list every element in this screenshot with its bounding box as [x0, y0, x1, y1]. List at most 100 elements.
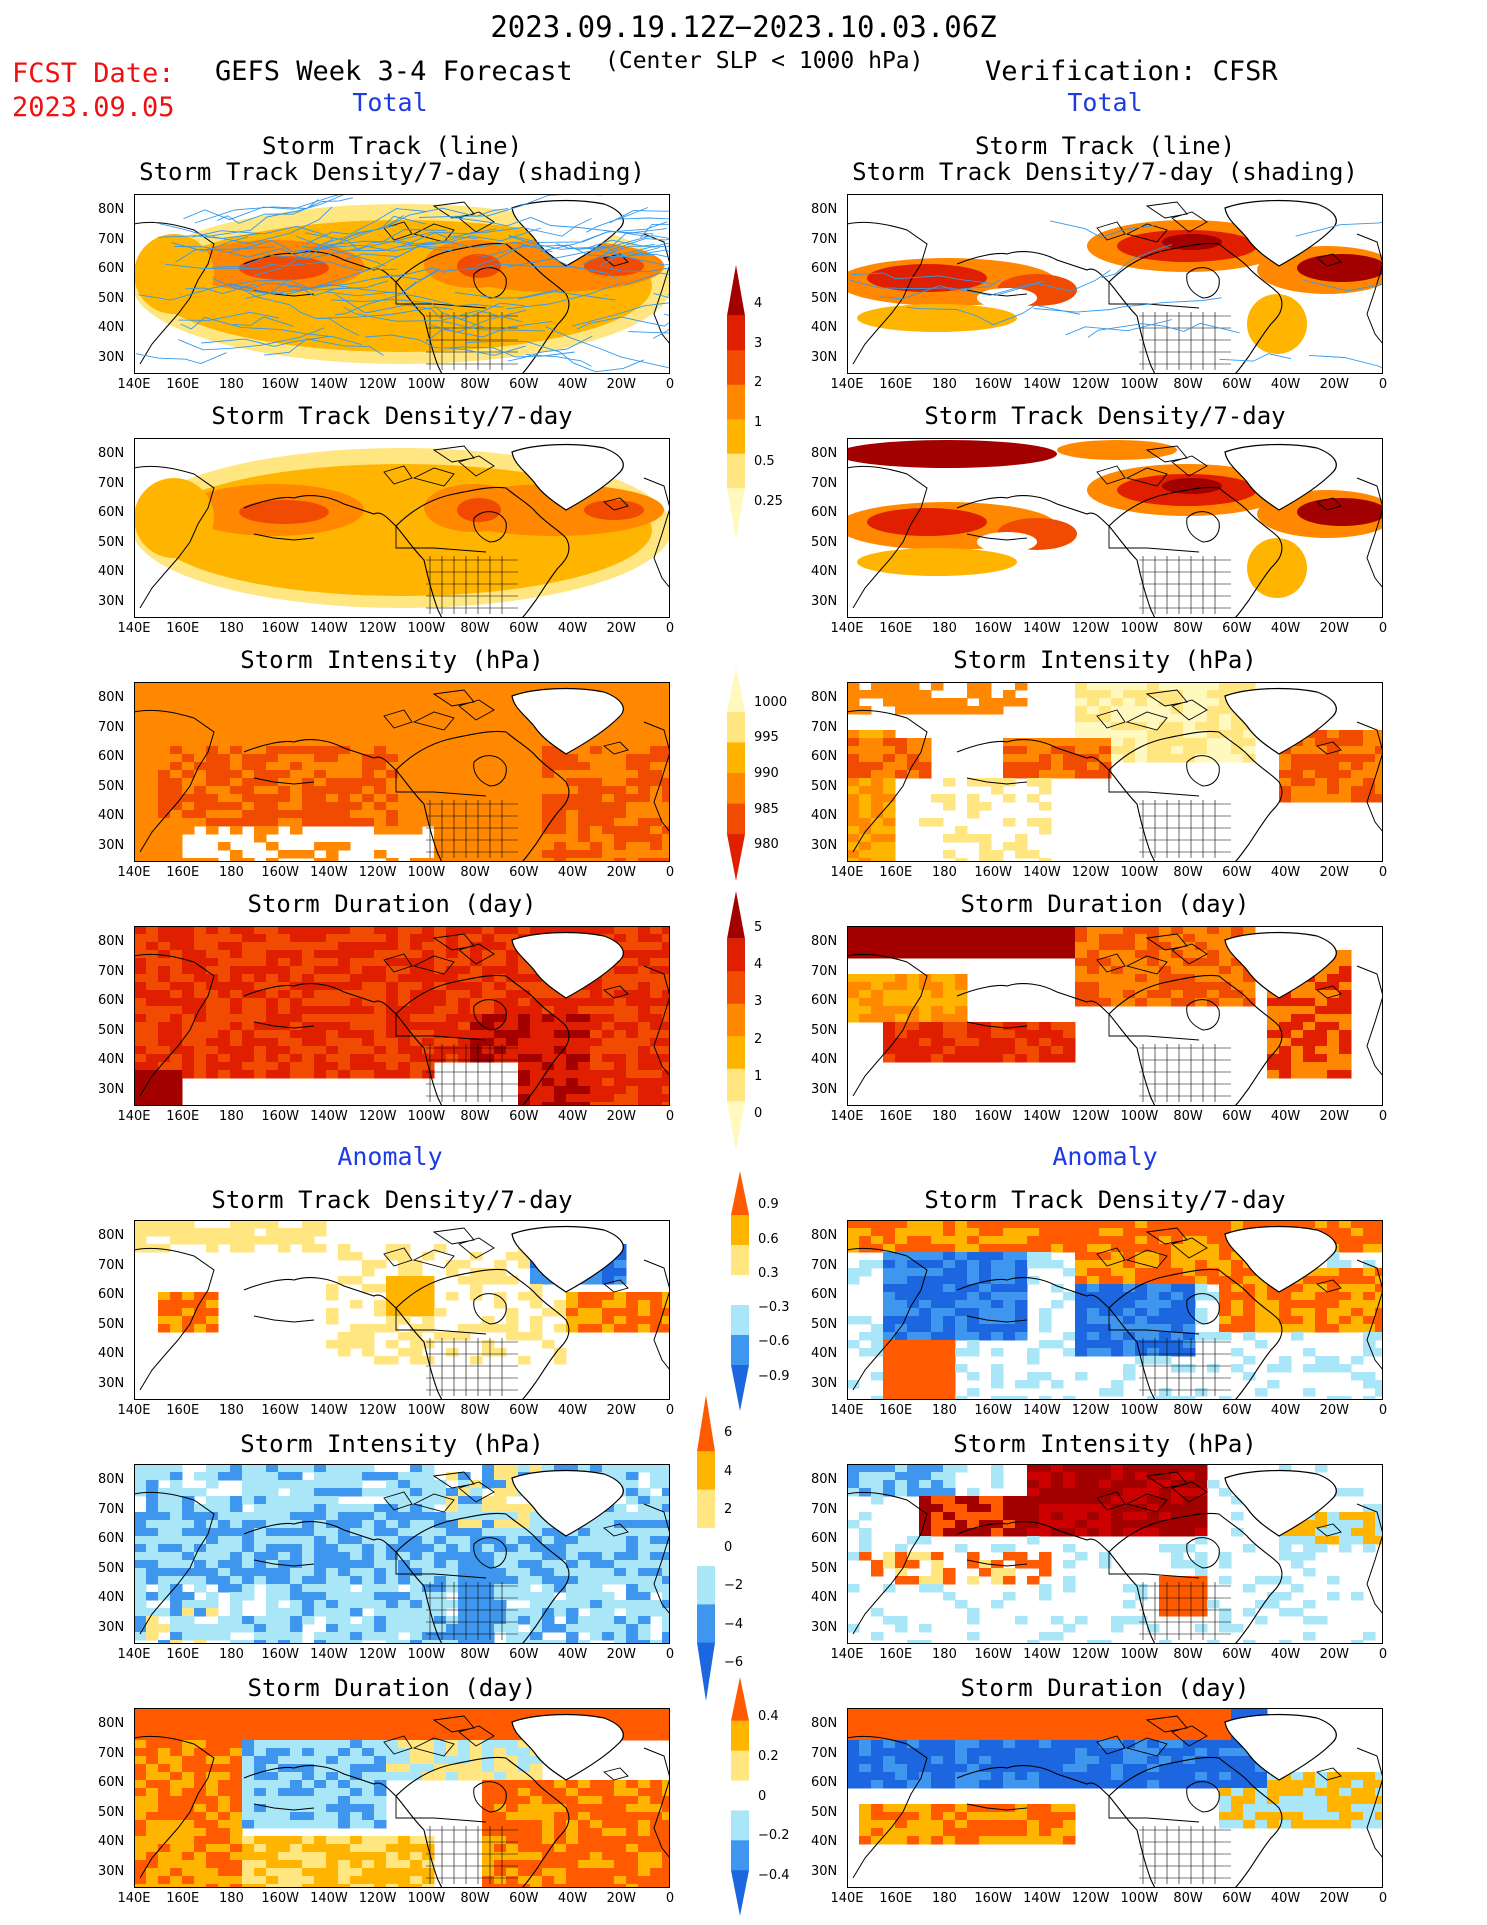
map-panel-density-total-fcst	[134, 438, 670, 618]
colorbar-label: −2	[724, 1578, 744, 1594]
lon-label: 140E	[830, 377, 864, 392]
map-plot-duration-total-fcst	[134, 926, 670, 1106]
lon-label: 140E	[117, 621, 151, 636]
lon-label: 0	[1378, 1109, 1388, 1124]
lat-label: 80N	[98, 690, 125, 705]
lon-label: 20W	[1319, 377, 1349, 392]
title-anom-duration-left: Storm Duration (day)	[247, 1674, 537, 1702]
lat-label: 30N	[98, 1619, 125, 1635]
lon-label: 60W	[509, 377, 539, 392]
lon-label: 160E	[166, 1647, 200, 1662]
lon-label: 100W	[1120, 1647, 1159, 1662]
lat-label: 60N	[98, 505, 125, 520]
lon-label: 140W	[1023, 377, 1061, 392]
lon-label: 140E	[830, 1647, 864, 1662]
lat-label: 50N	[811, 1316, 838, 1332]
lat-label: 30N	[811, 1081, 838, 1097]
lon-label: 80W	[1173, 865, 1203, 880]
lat-label: 60N	[98, 1775, 125, 1790]
lat-label: 50N	[98, 1804, 125, 1820]
colorbar-label: 0.3	[758, 1265, 779, 1281]
colorbar-label: 0	[724, 1540, 733, 1555]
title-anom-density-right: Storm Track Density/7-day	[924, 1186, 1286, 1214]
lat-label: 40N	[811, 1834, 838, 1849]
lat-label: 30N	[98, 593, 125, 609]
lon-label: 140E	[117, 1647, 151, 1662]
title-track-shading-left: Storm Track Density/7-day (shading)	[139, 158, 645, 186]
lon-label: 140W	[1023, 865, 1061, 880]
colorbar-label: 1000	[754, 694, 788, 710]
colorbar-label: 5	[754, 920, 763, 936]
title-duration-left: Storm Duration (day)	[247, 890, 537, 918]
lat-label: 60N	[811, 1775, 838, 1790]
lat-label: 50N	[811, 290, 838, 306]
colorbar-label: 0.4	[758, 1708, 779, 1724]
title-anom-density-left: Storm Track Density/7-day	[211, 1186, 573, 1214]
verification-label: Verification: CFSR	[985, 56, 1278, 87]
map-plot-track-total-fcst	[134, 194, 670, 374]
lon-label: 80W	[460, 1109, 490, 1124]
lon-label: 140W	[310, 865, 348, 880]
map-panel-duration-total-fcst	[134, 926, 670, 1106]
lon-label: 60W	[509, 1109, 539, 1124]
lon-label: 20W	[606, 621, 636, 636]
colorbar-label: 1	[754, 414, 763, 430]
lon-label: 120W	[1071, 377, 1110, 392]
lon-label: 140W	[1023, 1109, 1061, 1124]
lon-label: 0	[665, 377, 675, 392]
lon-label: 100W	[1120, 1109, 1159, 1124]
title-density-left: Storm Track Density/7-day	[211, 402, 573, 430]
lat-label: 30N	[811, 349, 838, 365]
title-track-line-right: Storm Track (line)	[974, 132, 1236, 160]
lon-label: 100W	[407, 1891, 446, 1906]
lon-label: 20W	[606, 1891, 636, 1906]
lat-label: 70N	[98, 719, 125, 735]
lon-label: 40W	[1270, 377, 1301, 392]
lat-label: 60N	[811, 749, 838, 764]
section-anomaly-right: Anomaly	[1052, 1142, 1158, 1171]
lon-label: 120W	[358, 1403, 397, 1418]
lat-label: 30N	[98, 1375, 125, 1391]
lon-label: 160W	[261, 1109, 300, 1124]
lat-label: 40N	[811, 808, 838, 823]
lon-label: 140W	[1023, 1647, 1061, 1662]
lon-label: 160E	[879, 1109, 913, 1124]
lon-label: 100W	[407, 865, 446, 880]
lon-label: 60W	[509, 1647, 539, 1662]
lat-label: 50N	[811, 778, 838, 794]
lon-label: 20W	[1319, 1891, 1349, 1906]
lon-label: 160E	[879, 1891, 913, 1906]
lon-label: 40W	[557, 1403, 588, 1418]
lon-label: 180	[932, 1109, 957, 1124]
lon-label: 60W	[1222, 1891, 1252, 1906]
colorbar-label: 3	[754, 994, 763, 1010]
lon-label: 160W	[974, 621, 1013, 636]
lon-label: 80W	[1173, 1647, 1203, 1662]
lon-label: 20W	[1319, 865, 1349, 880]
lat-label: 40N	[811, 564, 838, 579]
lon-label: 40W	[557, 865, 588, 880]
lat-label: 30N	[811, 1619, 838, 1635]
lon-label: 120W	[1071, 1647, 1110, 1662]
section-anomaly-left: Anomaly	[337, 1142, 443, 1171]
lat-label: 70N	[811, 475, 838, 491]
lon-label: 160W	[974, 1109, 1013, 1124]
lat-label: 40N	[98, 564, 125, 579]
lon-label: 160W	[261, 377, 300, 392]
lon-label: 180	[219, 1109, 244, 1124]
lon-label: 160E	[879, 377, 913, 392]
lon-label: 120W	[358, 865, 397, 880]
colorbar-label: 985	[754, 801, 779, 817]
title-duration-right: Storm Duration (day)	[960, 890, 1250, 918]
map-plot-intensity-anom-fcst	[134, 1464, 670, 1644]
map-panel-duration-total-obs	[847, 926, 1383, 1106]
map-panel-intensity-total-fcst	[134, 682, 670, 862]
lon-label: 100W	[407, 621, 446, 636]
lon-label: 100W	[1120, 1403, 1159, 1418]
colorbar-intensity-anom	[697, 1395, 715, 1701]
lat-label: 30N	[811, 1863, 838, 1879]
section-total-left: Total	[352, 88, 428, 117]
lon-label: 160E	[166, 621, 200, 636]
lon-label: 140W	[310, 1647, 348, 1662]
lat-label: 70N	[98, 963, 125, 979]
